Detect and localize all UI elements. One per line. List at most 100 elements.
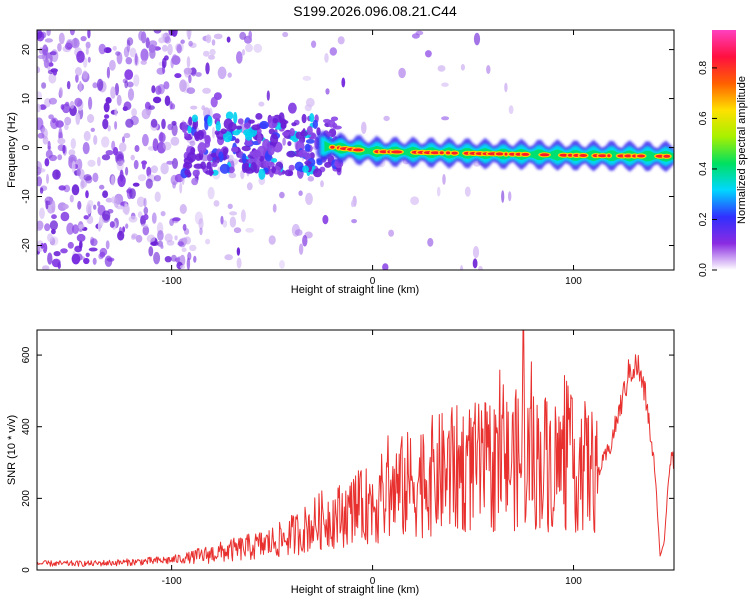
spectrogram-noise-blob bbox=[161, 44, 168, 52]
spectrogram-noise-blob bbox=[76, 50, 85, 63]
spectrogram-noise-blob bbox=[351, 200, 355, 208]
figure-title: S199.2026.096.08.21.C44 bbox=[293, 3, 457, 19]
spectrogram-noise-blob bbox=[341, 77, 346, 88]
spectrogram-band-blob bbox=[288, 164, 295, 171]
spectrogram-noise-blob bbox=[70, 138, 77, 150]
spectrogram-noise-blob bbox=[58, 32, 65, 45]
spectrogram-noise-blob bbox=[44, 158, 50, 167]
spectrogram-noise-blob bbox=[305, 97, 315, 108]
spectrogram-noise-blob bbox=[75, 112, 81, 126]
spectrogram-noise-blob bbox=[47, 252, 53, 265]
spectrogram-noise-blob bbox=[74, 97, 83, 107]
spectrogram-noise-blob bbox=[184, 236, 191, 245]
spectrogram-noise-blob bbox=[153, 30, 162, 34]
spectrogram-noise-blob bbox=[279, 191, 285, 199]
spectrogram-band-blob bbox=[183, 162, 193, 169]
spectrogram-noise-blob bbox=[116, 205, 125, 210]
spectrogram-noise-blob bbox=[212, 126, 215, 139]
spectrogram-noise-blob bbox=[186, 30, 192, 39]
spectrogram-hotspot bbox=[451, 151, 458, 155]
spectrogram-band-blob bbox=[305, 139, 315, 144]
spectrogram-band-blob bbox=[220, 128, 227, 134]
spectrogram-noise-blob bbox=[131, 234, 136, 240]
spectrogram-noise-blob bbox=[66, 80, 71, 90]
spectrogram-noise-blob bbox=[37, 66, 41, 74]
spectrogram-noise-blob bbox=[153, 175, 162, 182]
spectrogram-noise-blob bbox=[99, 184, 105, 190]
spectrogram-x-tick-label: -100 bbox=[162, 276, 182, 287]
spectrogram-noise-blob bbox=[77, 200, 82, 210]
spectrogram-noise-blob bbox=[97, 156, 101, 167]
spectrogram-noise-blob bbox=[253, 43, 263, 53]
spectrogram-hotspot bbox=[636, 154, 646, 158]
spectrogram-noise-blob bbox=[68, 154, 77, 163]
spectrogram-noise-blob bbox=[229, 211, 238, 216]
spectrogram-noise-blob bbox=[167, 123, 173, 131]
spectrogram-band-blob bbox=[249, 151, 255, 156]
spectrogram-band-blob bbox=[197, 142, 207, 154]
spectrogram-noise-blob bbox=[117, 230, 125, 241]
spectrogram-noise-blob bbox=[167, 43, 173, 56]
spectrogram-noise-blob bbox=[116, 159, 124, 171]
spectrogram-noise-blob bbox=[161, 118, 166, 130]
spectrogram-hotspot bbox=[504, 152, 508, 156]
spectrogram-noise-blob bbox=[97, 201, 101, 207]
spectrogram-noise-blob bbox=[60, 248, 68, 254]
spectrogram-noise-blob bbox=[205, 34, 212, 44]
spectrogram-hotspot bbox=[579, 154, 588, 157]
spectrogram-noise-blob bbox=[57, 137, 66, 145]
spectrogram-noise-blob bbox=[42, 265, 50, 270]
spectrogram-noise-blob bbox=[148, 44, 156, 54]
spectrogram-noise-blob bbox=[151, 85, 156, 94]
spectrogram-noise-blob bbox=[101, 154, 111, 161]
spectrogram-noise-blob bbox=[195, 72, 202, 77]
spectrogram-noise-blob bbox=[125, 118, 134, 128]
spectrogram-noise-blob bbox=[69, 194, 74, 203]
spectrogram-noise-blob bbox=[85, 252, 90, 258]
spectrogram-noise-blob bbox=[72, 224, 79, 235]
spectrogram-noise-blob bbox=[186, 257, 191, 270]
spectrogram-noise-blob bbox=[472, 258, 478, 269]
spectrogram-noise-blob bbox=[49, 220, 59, 231]
spectrogram-noise-blob bbox=[105, 197, 113, 203]
spectrogram-band-blob bbox=[267, 145, 275, 156]
spectrogram-noise-blob bbox=[171, 123, 178, 136]
spectrogram-noise-blob bbox=[111, 175, 115, 186]
spectrogram-noise-blob bbox=[69, 100, 75, 109]
spectrogram-band-blob bbox=[195, 153, 202, 161]
spectrogram-band-blob bbox=[184, 169, 191, 176]
snr-x-tick-label: 0 bbox=[370, 576, 376, 587]
spectrogram-noise-blob bbox=[189, 140, 196, 146]
spectrogram-noise-blob bbox=[96, 78, 104, 91]
spectrogram-noise-blob bbox=[160, 244, 164, 249]
spectrogram-noise-blob bbox=[60, 211, 70, 222]
spectrogram-noise-blob bbox=[172, 158, 178, 169]
spectrogram-hotspot bbox=[521, 152, 530, 156]
spectrogram-band-blob bbox=[225, 111, 234, 120]
spectrogram-band-blob bbox=[192, 169, 200, 177]
spectrogram-noise-blob bbox=[122, 226, 126, 233]
spectrogram-noise-blob bbox=[131, 108, 138, 117]
spectrogram-band-blob bbox=[316, 159, 323, 166]
spectrogram-noise-blob bbox=[83, 130, 91, 142]
spectrogram-noise-blob bbox=[322, 214, 329, 225]
spectrogram-noise-blob bbox=[145, 178, 153, 189]
spectrogram-noise-blob bbox=[113, 197, 119, 208]
snr-y-tick-label: 400 bbox=[21, 418, 32, 435]
spectrogram-band-blob bbox=[242, 153, 247, 164]
snr-y-tick-label: 200 bbox=[21, 490, 32, 507]
spectrogram-band-blob bbox=[234, 138, 240, 144]
snr-y-tick-label: 600 bbox=[21, 346, 32, 363]
spectrogram-noise-blob bbox=[193, 255, 197, 263]
spectrogram-noise-blob bbox=[166, 160, 174, 165]
spectrogram-noise-blob bbox=[427, 237, 434, 247]
spectrogram-band-blob bbox=[309, 113, 315, 123]
spectrogram-noise-blob bbox=[207, 186, 215, 200]
spectrogram-noise-blob bbox=[123, 203, 130, 216]
spectrogram-noise-blob bbox=[135, 234, 143, 243]
spectrogram-noise-blob bbox=[92, 257, 97, 265]
spectrogram-noise-blob bbox=[508, 105, 514, 114]
snr-x-label: Height of straight line (km) bbox=[291, 584, 419, 596]
spectrogram-noise-blob bbox=[320, 180, 324, 188]
spectrogram-noise-blob bbox=[64, 123, 69, 131]
